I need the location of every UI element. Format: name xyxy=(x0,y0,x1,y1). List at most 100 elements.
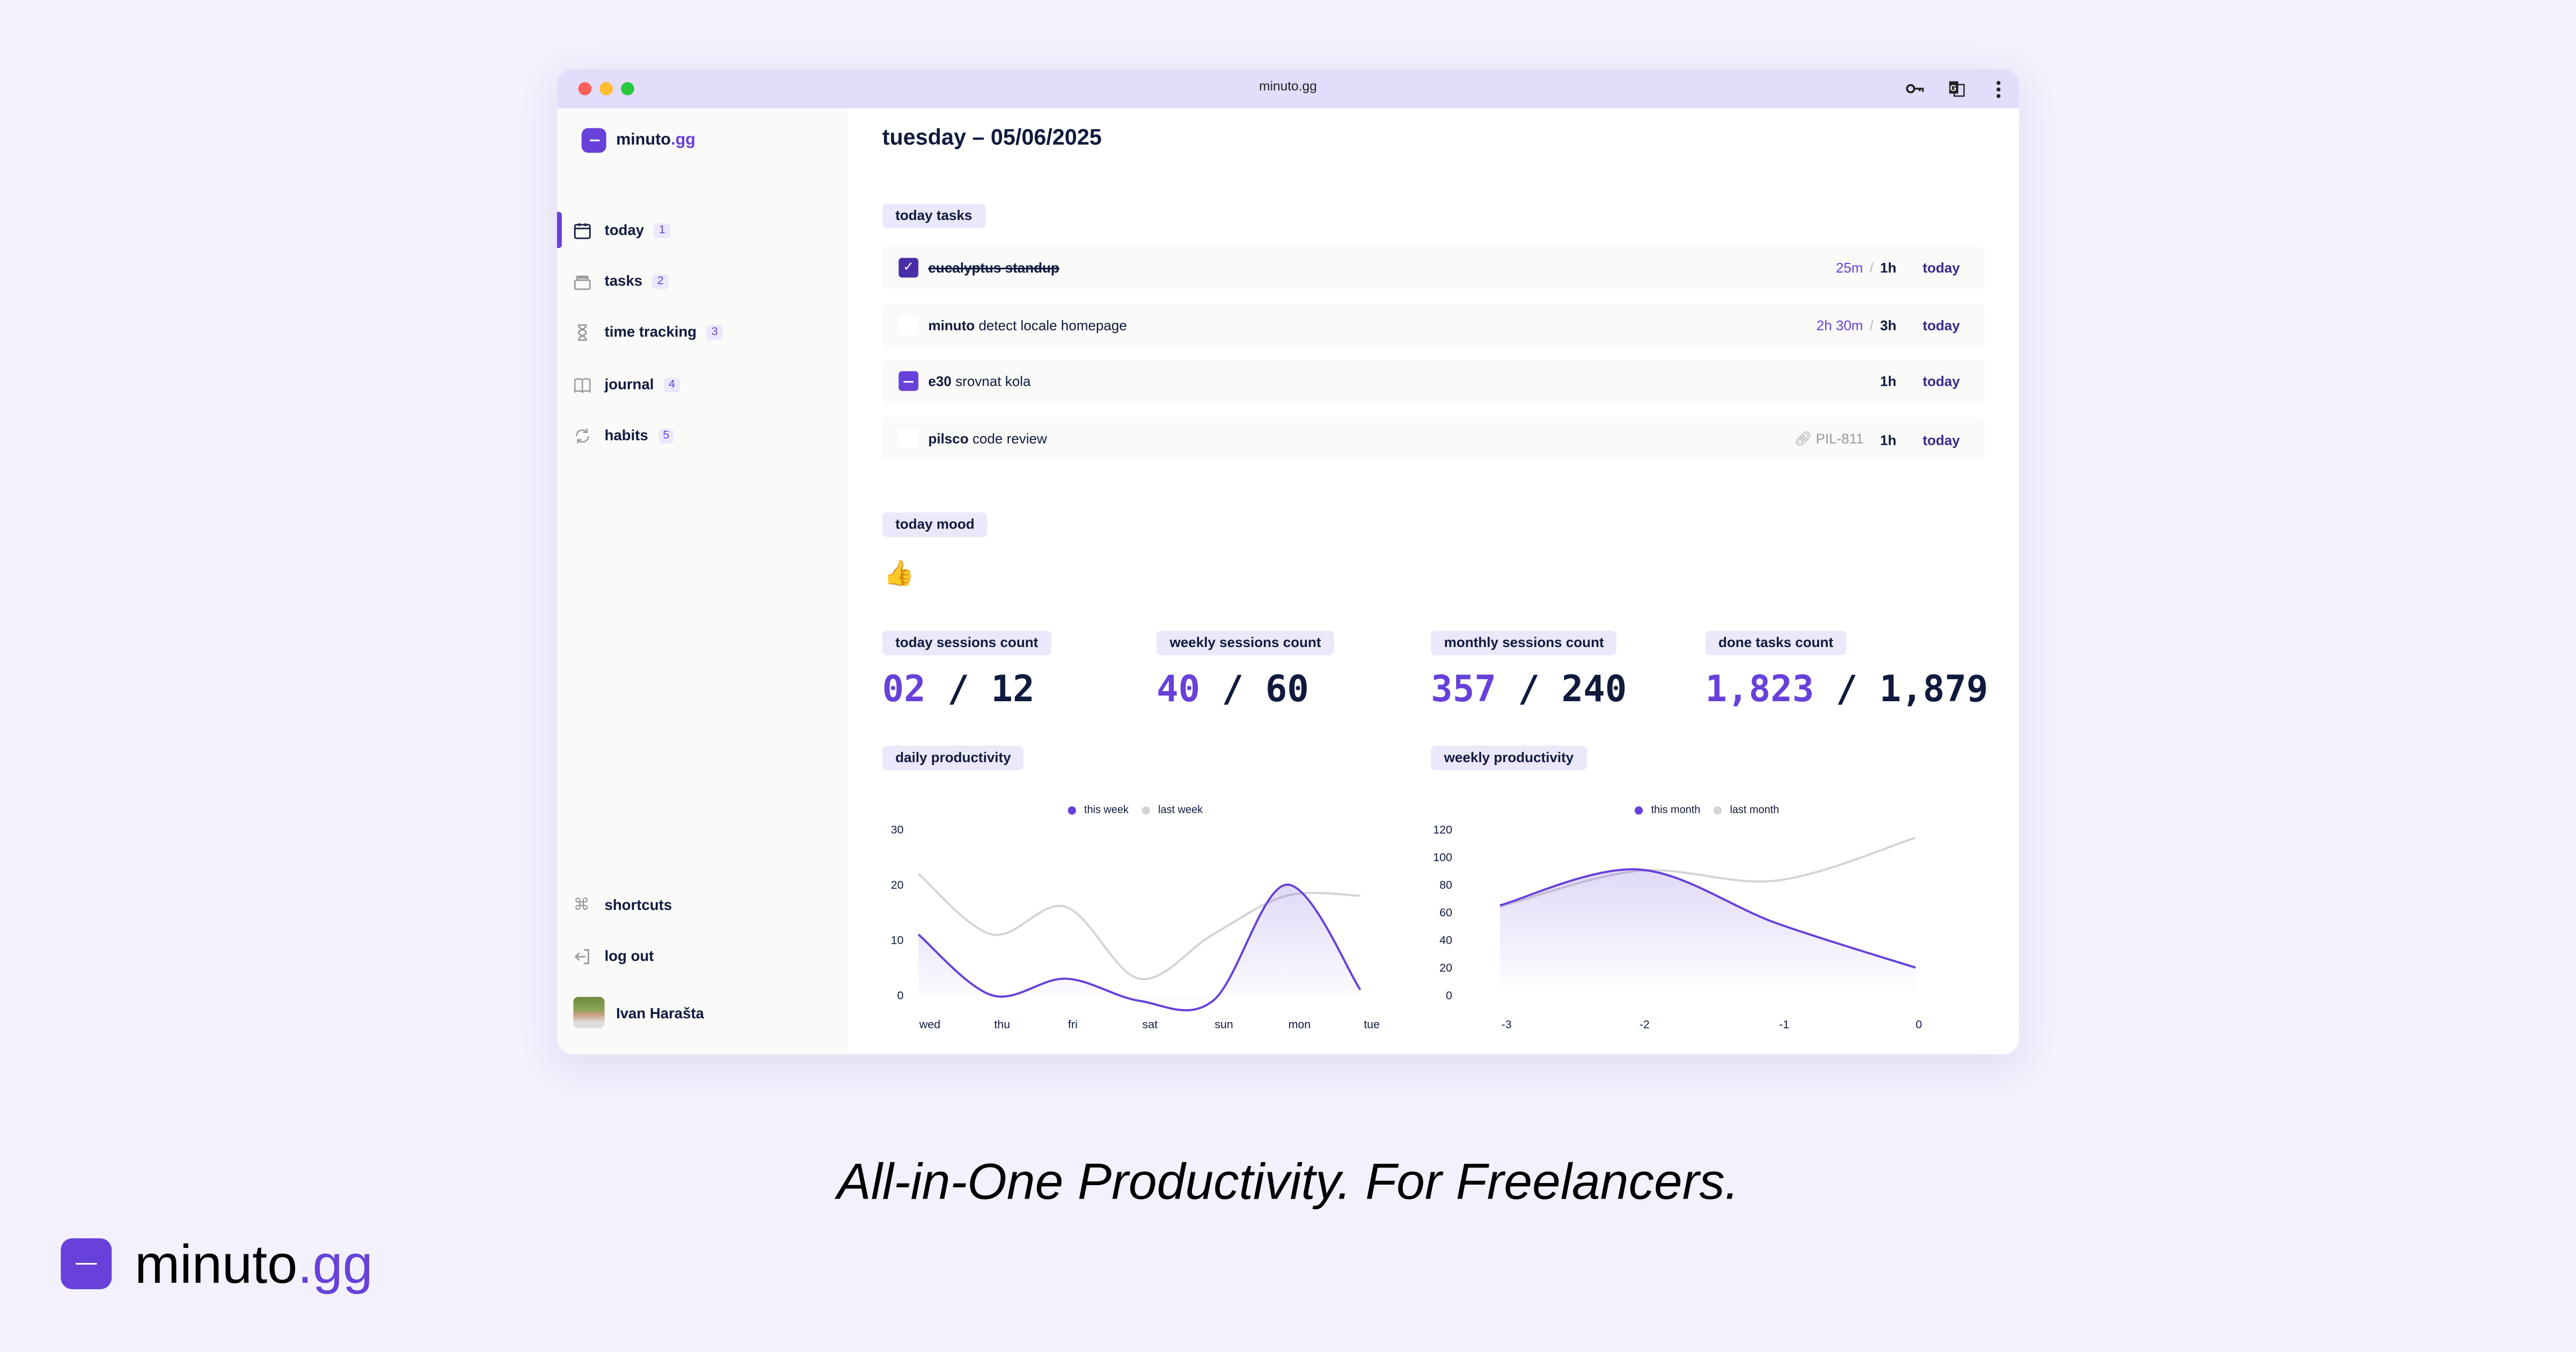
y-tick-label: 20 xyxy=(891,879,904,892)
task-project: pilsco xyxy=(928,430,969,447)
y-tick-label: 0 xyxy=(1446,989,1452,1002)
task-title: minuto detect locale homepage xyxy=(928,317,1127,334)
section-label-today-mood: today mood xyxy=(882,512,988,538)
task-name: eucalyptus standup xyxy=(928,259,1059,276)
separator: / xyxy=(1869,317,1874,334)
maximize-window-button[interactable] xyxy=(621,82,634,95)
series-line xyxy=(917,883,1362,1012)
logo-text: minuto xyxy=(135,1233,298,1295)
sidebar-item-label: time tracking xyxy=(604,324,697,340)
task-due-day[interactable]: today xyxy=(1922,317,1960,334)
task-ref-link[interactable]: 🔗︎ PIL-811 xyxy=(1794,430,1864,449)
shortcut-badge: 5 xyxy=(658,428,675,443)
y-tick-label: 60 xyxy=(1439,906,1452,919)
x-tick-label: 0 xyxy=(1916,1018,1922,1031)
y-tick-label: 0 xyxy=(897,989,904,1002)
task-project: minuto xyxy=(928,317,975,334)
footer-logo: minuto.gg xyxy=(61,1237,373,1291)
stat-label: done tasks count xyxy=(1705,630,1847,656)
minimize-window-button[interactable] xyxy=(599,82,613,95)
task-time-spent: 25m xyxy=(1835,259,1863,276)
sidebar-item-habits[interactable]: habits 5 xyxy=(573,422,675,449)
y-tick-label: 120 xyxy=(1433,824,1452,836)
y-tick-label: 10 xyxy=(891,934,904,947)
stat-current: 02 xyxy=(882,670,926,711)
link-icon: 🔗︎ xyxy=(1794,430,1812,447)
legend-item[interactable]: last month xyxy=(1713,804,1780,817)
shortcut-badge: 2 xyxy=(652,273,669,289)
x-tick-label: -3 xyxy=(1502,1018,1512,1031)
task-name: detect locale homepage xyxy=(978,317,1127,334)
task-row[interactable]: e30 srovnat kola 1h today xyxy=(882,359,1985,402)
sidebar-item-label: tasks xyxy=(604,273,643,289)
productivity-charts: 0 10 20 30 wed thu fri sat sun mon tue 0 20 40 60 80 100… xyxy=(891,824,1922,1031)
sidebar: minuto.gg today 1 tasks 2 time tracking 3 j… xyxy=(557,108,848,1055)
translate-icon[interactable]: G xyxy=(1949,80,1965,97)
chart-legend: this month last month xyxy=(1625,805,1789,816)
app-logo[interactable]: minuto.gg xyxy=(581,128,696,153)
task-meta: 2h 30m / 3h today xyxy=(1817,317,1960,334)
sidebar-item-journal[interactable]: journal 4 xyxy=(573,371,680,398)
separator: / xyxy=(1869,259,1874,276)
x-tick-label: -1 xyxy=(1779,1018,1789,1031)
y-tick-label: 100 xyxy=(1433,851,1452,864)
book-icon xyxy=(574,377,591,393)
shortcuts-button[interactable]: ⌘ shortcuts xyxy=(573,892,672,918)
task-checkbox-in-progress[interactable] xyxy=(898,371,919,391)
task-due-day[interactable]: today xyxy=(1922,372,1960,390)
stat-label: today sessions count xyxy=(882,630,1051,656)
sidebar-item-label: journal xyxy=(604,376,654,393)
task-row[interactable]: pilsco code review 🔗︎ PIL-811 1h today xyxy=(882,417,1985,460)
task-estimate: 1h xyxy=(1880,372,1897,390)
command-icon: ⌘ xyxy=(573,895,590,914)
legend-item[interactable]: this week xyxy=(1067,805,1129,816)
y-tick-label: 30 xyxy=(891,824,904,836)
tagline: All-in-One Productivity. For Freelancers… xyxy=(837,1152,1739,1211)
stat-current: 357 xyxy=(1431,670,1496,711)
sidebar-item-time-tracking[interactable]: time tracking 3 xyxy=(573,319,723,345)
chart-legend: this week last week xyxy=(1053,805,1217,816)
y-tick-label: 20 xyxy=(1439,961,1452,974)
logout-button[interactable]: log out xyxy=(573,943,654,969)
task-name: srovnat kola xyxy=(955,372,1031,390)
stat-total: 240 xyxy=(1561,670,1627,711)
task-checkbox[interactable] xyxy=(898,428,919,449)
task-checkbox[interactable] xyxy=(898,315,919,335)
address-bar[interactable]: minuto.gg xyxy=(1259,78,1317,94)
task-due-day[interactable]: today xyxy=(1922,259,1960,276)
svg-text:G: G xyxy=(1950,84,1957,93)
legend-label: last month xyxy=(1730,804,1780,817)
y-tick-label: 80 xyxy=(1439,879,1452,892)
stat-value: 357 / 240 xyxy=(1431,670,1627,711)
mood-emoji[interactable]: 👍 xyxy=(883,560,915,588)
logo-text: minuto xyxy=(616,131,671,150)
user-profile[interactable]: Ivan Harašta xyxy=(573,997,704,1028)
task-checkbox-checked[interactable]: ✓ xyxy=(898,258,919,278)
sidebar-item-today[interactable]: today 1 xyxy=(573,217,670,243)
legend-item[interactable]: this month xyxy=(1634,805,1700,816)
x-tick-label: thu xyxy=(994,1018,1010,1031)
x-tick-label: fri xyxy=(1068,1018,1078,1031)
legend-label: last week xyxy=(1158,804,1203,817)
task-name: code review xyxy=(972,430,1047,447)
x-tick-label: -2 xyxy=(1640,1018,1650,1031)
key-icon[interactable] xyxy=(1906,82,1924,95)
legend-item[interactable]: last week xyxy=(1141,804,1203,817)
legend-swatch xyxy=(1713,806,1722,815)
active-indicator xyxy=(557,211,562,248)
task-due-day[interactable]: today xyxy=(1922,431,1960,448)
stat-label: weekly sessions count xyxy=(1157,630,1335,656)
legend-swatch xyxy=(1141,806,1150,815)
task-meta: 25m / 1h today xyxy=(1836,260,1960,276)
stat-total: 1,879 xyxy=(1879,670,1988,711)
task-row[interactable]: ✓ eucalyptus standup 25m / 1h today xyxy=(882,246,1985,289)
task-estimate: 3h xyxy=(1880,317,1897,334)
avatar xyxy=(573,997,605,1028)
task-meta: 1h today xyxy=(1880,373,1960,390)
more-vertical-icon[interactable] xyxy=(1996,80,2001,99)
close-window-button[interactable] xyxy=(578,82,592,95)
shortcut-badge: 3 xyxy=(706,324,723,340)
sidebar-item-tasks[interactable]: tasks 2 xyxy=(573,268,669,294)
task-row[interactable]: minuto detect locale homepage 2h 30m / 3h to… xyxy=(882,304,1985,347)
logout-label: log out xyxy=(604,947,654,964)
